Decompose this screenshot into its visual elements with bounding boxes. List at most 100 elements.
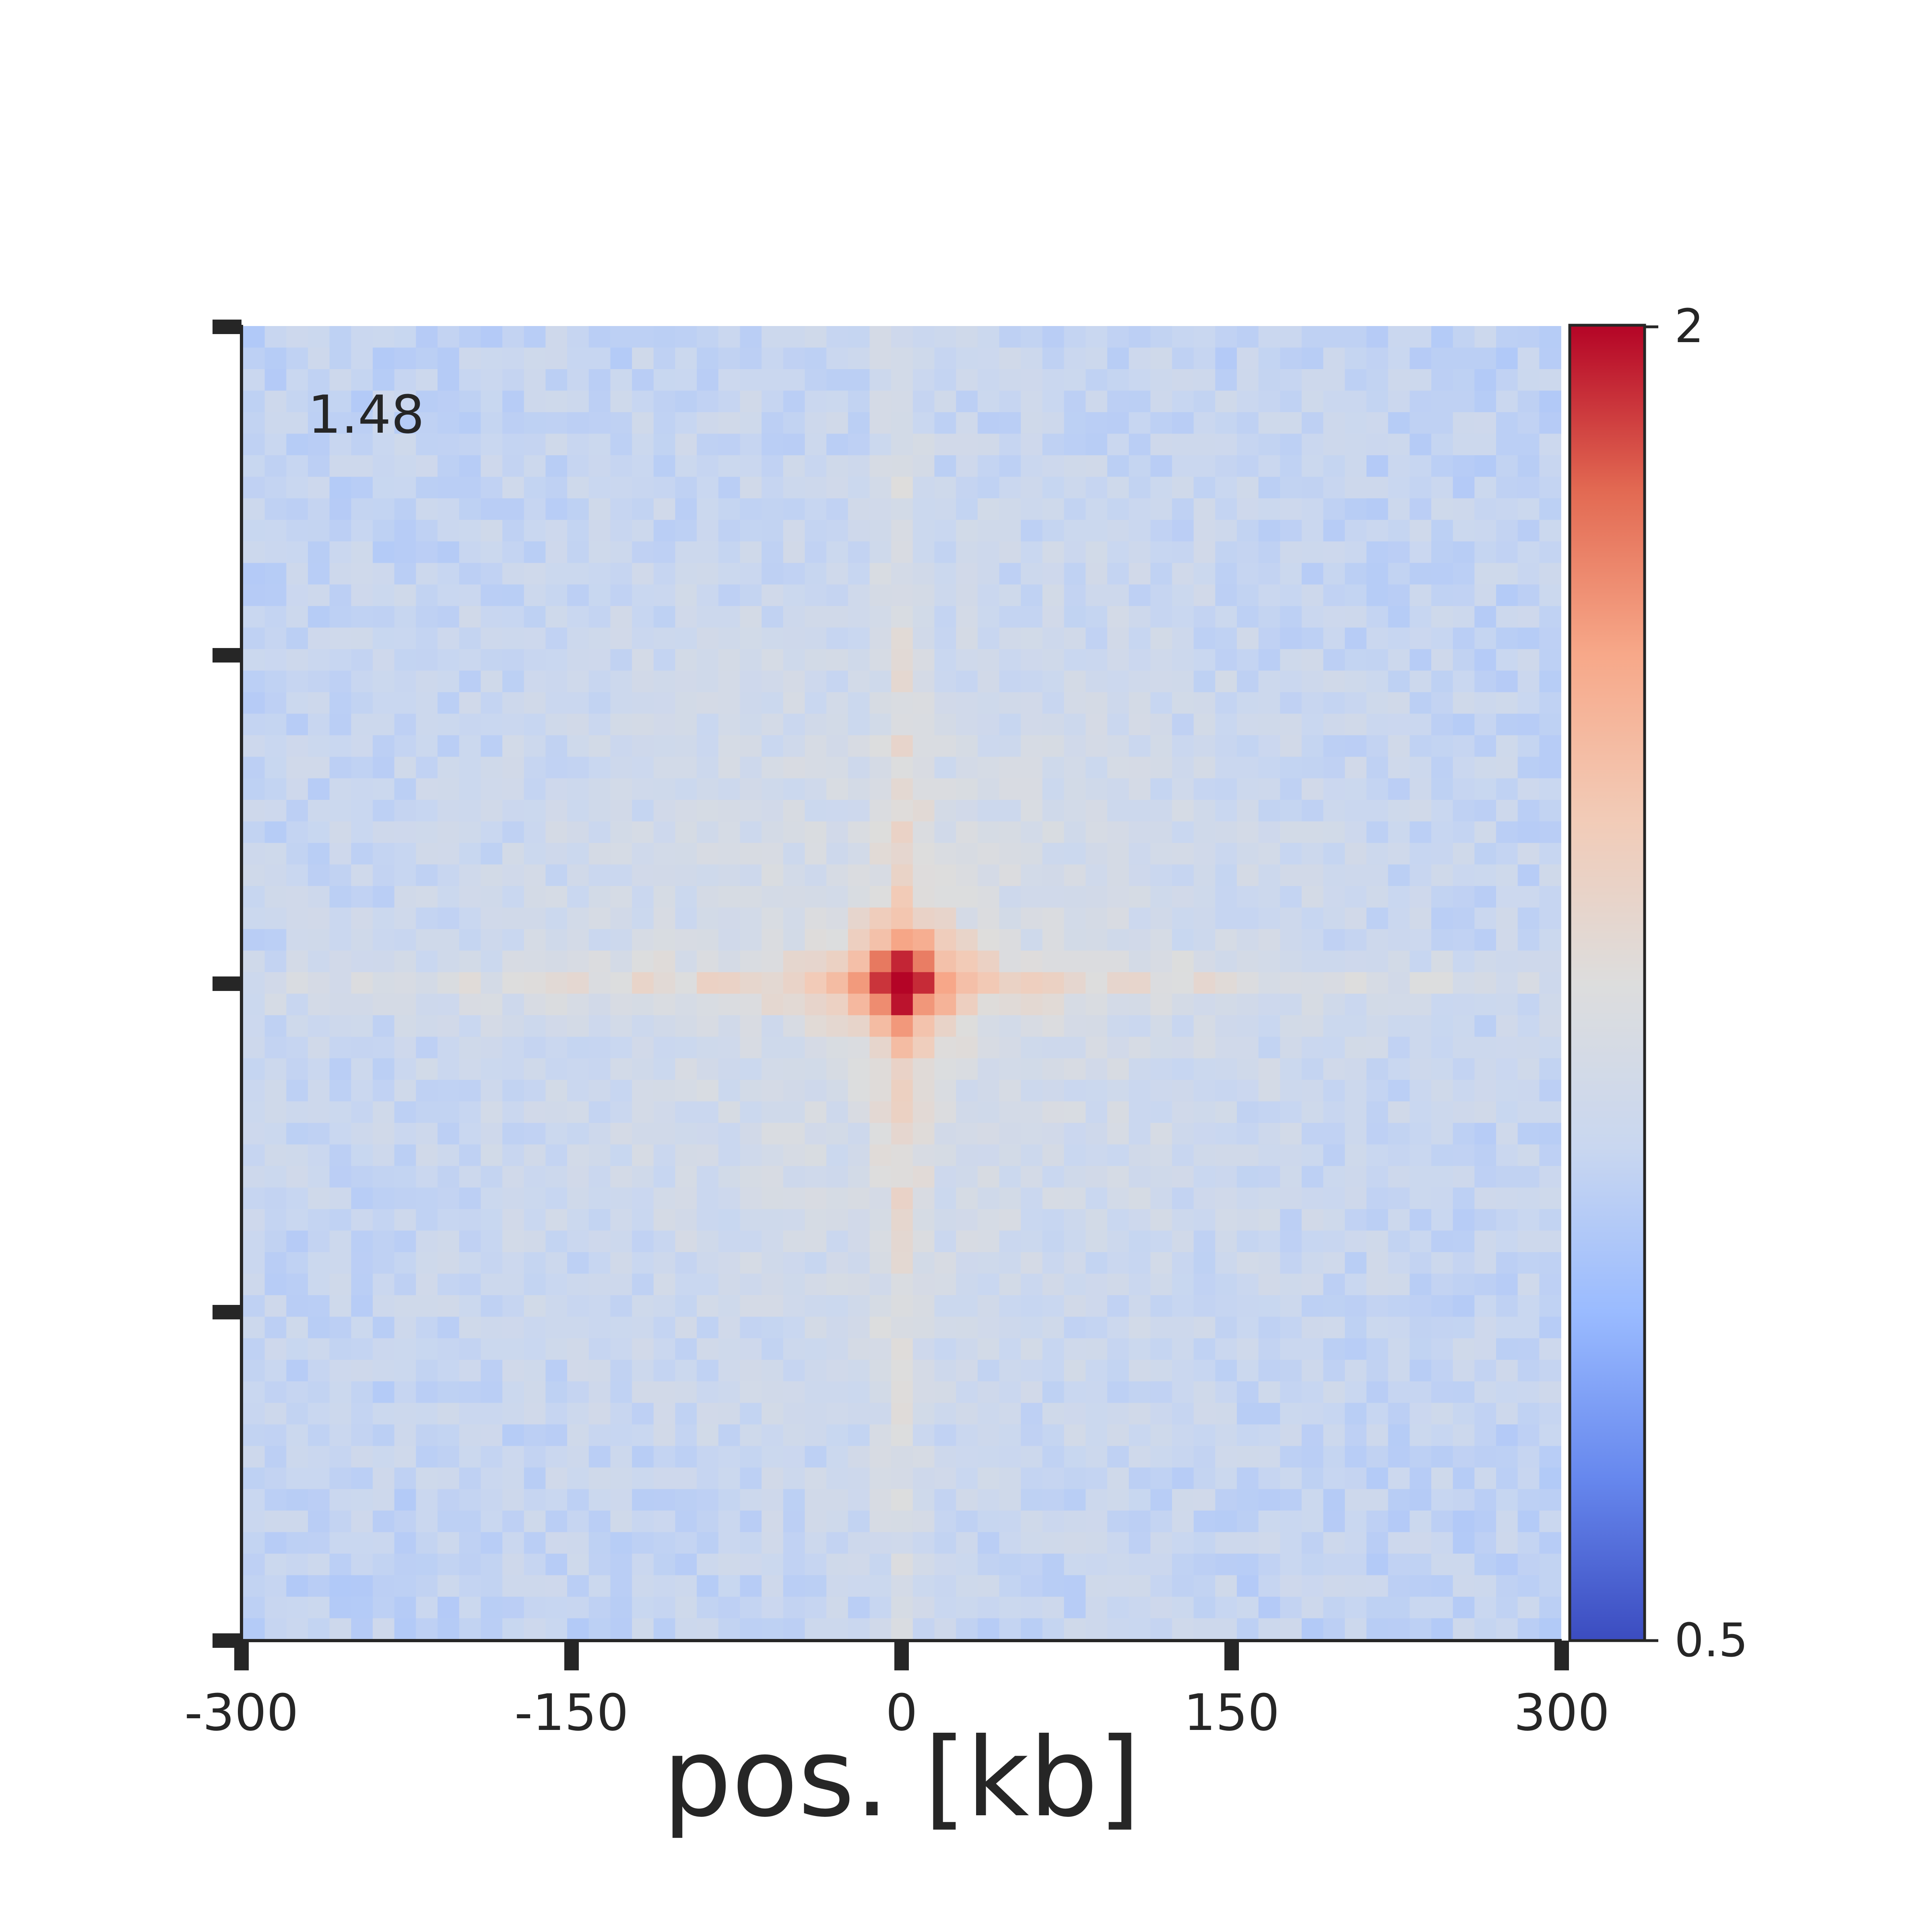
heatmap-cell [481,1575,503,1597]
heatmap-cell [805,1532,827,1554]
heatmap-cell [1345,757,1367,779]
heatmap-cell [308,886,330,908]
heatmap-cell [805,671,827,693]
heatmap-cell [1431,563,1453,585]
heatmap-cell [999,1381,1021,1404]
heatmap-cell [1496,1274,1518,1296]
heatmap-cell [1215,1467,1237,1490]
heatmap-cell [610,1381,632,1404]
heatmap-cell [1107,498,1129,520]
heatmap-cell [1236,541,1259,564]
heatmap-cell [243,1123,265,1145]
heatmap-cell [653,1338,676,1360]
heatmap-cell [653,714,676,736]
heatmap-cell [1323,864,1346,887]
heatmap-cell [632,627,654,650]
heatmap-cell [912,886,935,908]
heatmap-cell [1042,1596,1065,1619]
heatmap-cell [1453,735,1475,757]
heatmap-cell [502,1618,524,1640]
heatmap-cell [610,584,632,607]
heatmap-cell [697,1424,719,1447]
heatmap-cell [416,1424,438,1447]
heatmap-cell [891,1209,913,1231]
heatmap-cell [1431,498,1453,520]
heatmap-cell [697,907,719,930]
heatmap-cell [438,1101,460,1123]
heatmap-cell [416,800,438,822]
heatmap-cell [1366,498,1389,520]
heatmap-cell [1496,821,1518,843]
heatmap-cell [1236,714,1259,736]
heatmap-cell [1323,821,1346,843]
heatmap-cell [481,606,503,628]
heatmap-cell [1021,1123,1043,1145]
heatmap-cell [1064,1123,1086,1145]
heatmap-cell [481,412,503,434]
heatmap-cell [912,390,935,413]
heatmap-cell [1345,1101,1367,1123]
heatmap-cell [1193,692,1216,714]
heatmap-cell [1064,584,1086,607]
heatmap-cell [783,692,805,714]
heatmap-cell [675,907,697,930]
heatmap-cell [1258,541,1281,564]
heatmap-cell [977,1317,1000,1339]
heatmap-cell [783,1080,805,1102]
heatmap-cell [264,972,287,994]
heatmap-cell [1129,1101,1151,1123]
heatmap-cell [1431,950,1453,973]
heatmap-cell [1172,993,1194,1016]
heatmap-cell [1021,563,1043,585]
heatmap-cell [588,1015,611,1037]
heatmap-cell [912,606,935,628]
heatmap-cell [373,627,395,650]
heatmap-cell [1323,1317,1346,1339]
heatmap-cell [653,1317,676,1339]
heatmap-cell [1172,1252,1194,1274]
heatmap-cell [1193,843,1216,865]
heatmap-cell [1345,843,1367,865]
heatmap-cell [977,1209,1000,1231]
heatmap-cell [1539,778,1561,800]
heatmap-cell [286,1295,308,1317]
heatmap-cell [805,1295,827,1317]
heatmap-cell [1107,1596,1129,1619]
heatmap-cell [1453,886,1475,908]
heatmap-cell [610,1187,632,1210]
heatmap-cell [1388,1015,1410,1037]
heatmap-cell [545,735,568,757]
heatmap-cell [1215,907,1237,930]
heatmap-cell [977,886,1000,908]
heatmap-cell [1150,821,1172,843]
heatmap-cell [1453,1166,1475,1188]
heatmap-cell [394,1596,417,1619]
heatmap-cell [1539,498,1561,520]
heatmap-cell [373,498,395,520]
heatmap-cell [1172,369,1194,391]
heatmap-cell [502,627,524,650]
heatmap-cell [848,1338,870,1360]
heatmap-cell [675,455,697,477]
heatmap-cell [977,498,1000,520]
heatmap-cell [1107,907,1129,930]
heatmap-cell [545,584,568,607]
heatmap-cell [545,1596,568,1619]
heatmap-cell [1345,1295,1367,1317]
heatmap-cells [243,326,1561,1640]
heatmap-cell [1215,455,1237,477]
heatmap-cell [524,864,546,887]
heatmap-cell [1366,1295,1389,1317]
heatmap-cell [1517,950,1540,973]
heatmap-cell [1258,671,1281,693]
heatmap-cell [459,1424,481,1447]
heatmap-cell [783,821,805,843]
heatmap-cell [1236,1274,1259,1296]
heatmap-cell [1539,1230,1561,1253]
heatmap-cell [1021,1510,1043,1533]
heatmap-cell [1086,864,1108,887]
heatmap-cell [697,1596,719,1619]
heatmap-cell [1388,1360,1410,1382]
heatmap-cell [481,541,503,564]
heatmap-cell [459,433,481,456]
